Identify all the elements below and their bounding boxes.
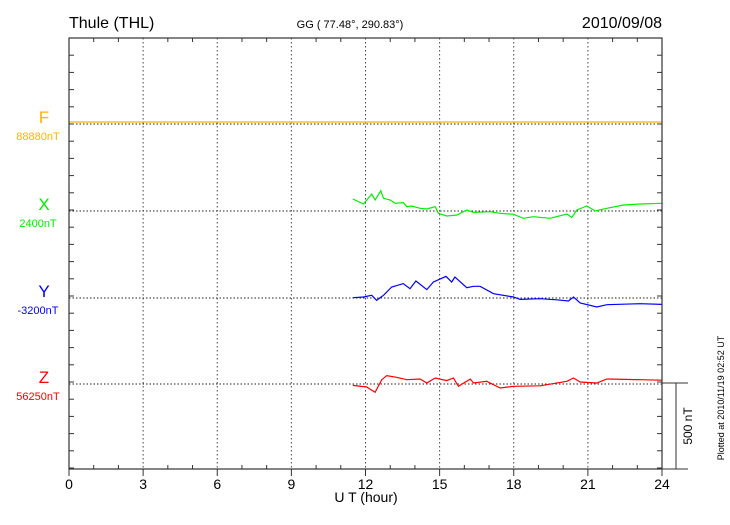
- x-tick-label: 18: [506, 476, 522, 492]
- x-tick-label: 24: [654, 476, 670, 492]
- series-name-z: Z: [39, 368, 49, 387]
- series-line-y: [352, 275, 662, 308]
- x-tick-label: 15: [432, 476, 448, 492]
- x-tick-label: 12: [358, 476, 374, 492]
- series-baseline-label: 56250nT: [16, 391, 60, 403]
- series-baseline-label: 88880nT: [16, 131, 60, 143]
- x-tick-label: 3: [139, 476, 147, 492]
- scale-bar: 500 nT: [662, 382, 695, 470]
- chart-subtitle: GG ( 77.48°, 290.83°): [297, 19, 404, 31]
- scale-bar-label: 500 nT: [681, 407, 695, 445]
- series-name-y: Y: [38, 282, 49, 301]
- x-axis-label: U T (hour): [334, 489, 397, 505]
- series-line-z: [352, 374, 662, 394]
- series-baseline-label: -3200nT: [18, 305, 59, 317]
- x-tick-label: 6: [213, 476, 221, 492]
- series-line-x: [352, 189, 662, 219]
- series-name-x: X: [38, 195, 49, 214]
- plotted-note: Plotted at 2010/11/19 02:52 UT: [716, 335, 726, 460]
- chart-title: Thule (THL): [69, 15, 154, 32]
- x-tick-label: 9: [287, 476, 295, 492]
- series-baseline-label: 2400nT: [19, 218, 57, 230]
- x-tick-label: 21: [580, 476, 596, 492]
- x-tick-label: 0: [65, 476, 73, 492]
- series-name-f: F: [39, 108, 49, 127]
- chart-date: 2010/09/08: [582, 15, 662, 32]
